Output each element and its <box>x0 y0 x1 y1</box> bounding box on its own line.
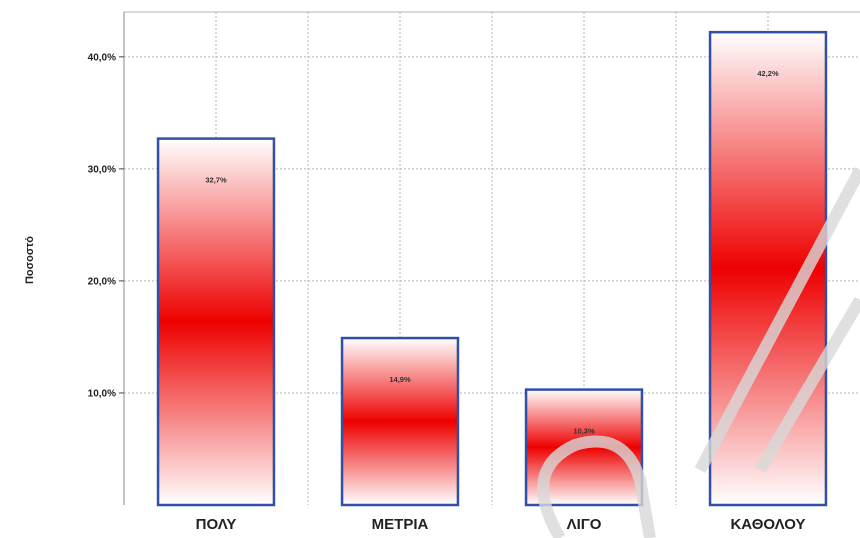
x-tick-label: ΠΟΛΥ <box>196 516 237 533</box>
data-labels: 32,7% 14,9% 10,3% 42,2% <box>205 69 779 435</box>
y-axis-ticks: 10,0% 20,0% 30,0% 40,0% <box>88 52 124 399</box>
y-tick-label: 10,0% <box>88 388 116 399</box>
x-axis-ticks: ΠΟΛΥ ΜΕΤΡΙΑ ΛΙΓΟ ΚΑΘΟΛΟΥ <box>196 516 806 533</box>
y-tick-label: 40,0% <box>88 52 116 63</box>
data-label: 32,7% <box>205 176 227 185</box>
x-tick-label: ΚΑΘΟΛΟΥ <box>730 516 805 533</box>
bar-1 <box>156 137 276 507</box>
x-tick-label: ΛΙΓΟ <box>567 516 602 533</box>
watermark <box>537 167 860 538</box>
y-axis-label: Ποσοστό <box>24 236 36 284</box>
y-tick-label: 30,0% <box>88 164 116 175</box>
x-tick-label: ΜΕΤΡΙΑ <box>372 516 429 533</box>
data-label: 10,3% <box>573 427 595 436</box>
data-label: 14,9% <box>389 375 411 384</box>
data-label: 42,2% <box>757 69 779 78</box>
bar-2 <box>340 336 460 507</box>
y-tick-label: 20,0% <box>88 276 116 287</box>
